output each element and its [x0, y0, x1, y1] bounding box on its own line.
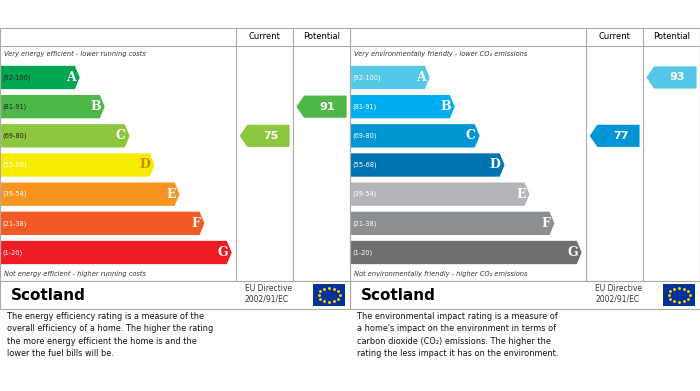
- Text: EU Directive
2002/91/EC: EU Directive 2002/91/EC: [245, 283, 292, 304]
- Polygon shape: [1, 95, 105, 118]
- Text: (92-100): (92-100): [353, 74, 382, 81]
- Polygon shape: [351, 241, 582, 264]
- Text: Very energy efficient - lower running costs: Very energy efficient - lower running co…: [4, 51, 146, 57]
- Text: Potential: Potential: [303, 32, 340, 41]
- Polygon shape: [646, 66, 696, 89]
- Text: B: B: [440, 100, 451, 113]
- Polygon shape: [1, 183, 179, 206]
- Text: E: E: [516, 188, 526, 201]
- Polygon shape: [351, 183, 529, 206]
- Text: 93: 93: [670, 72, 685, 83]
- Text: G: G: [567, 246, 577, 259]
- Text: Current: Current: [248, 32, 281, 41]
- Text: Not environmentally friendly - higher CO₂ emissions: Not environmentally friendly - higher CO…: [354, 271, 527, 277]
- Polygon shape: [1, 241, 232, 264]
- Text: (21-38): (21-38): [353, 220, 377, 226]
- Polygon shape: [239, 125, 290, 147]
- Text: D: D: [490, 158, 500, 172]
- Polygon shape: [1, 153, 155, 177]
- Text: (39-54): (39-54): [3, 191, 27, 197]
- Text: (81-91): (81-91): [353, 103, 377, 110]
- Text: EU Directive
2002/91/EC: EU Directive 2002/91/EC: [595, 283, 642, 304]
- Text: The energy efficiency rating is a measure of the
overall efficiency of a home. T: The energy efficiency rating is a measur…: [7, 312, 214, 358]
- Text: B: B: [90, 100, 101, 113]
- Bar: [314, 284, 344, 306]
- Text: A: A: [66, 71, 76, 84]
- Text: Not energy efficient - higher running costs: Not energy efficient - higher running co…: [4, 271, 146, 277]
- Text: Scotland: Scotland: [360, 287, 435, 303]
- Polygon shape: [351, 153, 505, 177]
- Text: (55-68): (55-68): [353, 162, 377, 168]
- Polygon shape: [296, 95, 346, 118]
- Text: (21-38): (21-38): [3, 220, 27, 226]
- Text: C: C: [466, 129, 476, 142]
- Polygon shape: [1, 124, 130, 147]
- Polygon shape: [589, 125, 640, 147]
- Text: Environmental Impact (CO₂) Rating: Environmental Impact (CO₂) Rating: [357, 7, 589, 20]
- Text: Current: Current: [598, 32, 631, 41]
- Polygon shape: [351, 66, 430, 89]
- Text: Scotland: Scotland: [10, 287, 85, 303]
- Text: (55-68): (55-68): [3, 162, 27, 168]
- Text: G: G: [217, 246, 228, 259]
- Polygon shape: [351, 124, 480, 147]
- Text: Potential: Potential: [653, 32, 690, 41]
- Polygon shape: [351, 212, 554, 235]
- Text: (69-80): (69-80): [353, 133, 377, 139]
- Text: (81-91): (81-91): [3, 103, 27, 110]
- Text: (1-20): (1-20): [353, 249, 373, 256]
- Text: F: F: [542, 217, 551, 230]
- Text: The environmental impact rating is a measure of
a home's impact on the environme: The environmental impact rating is a mea…: [357, 312, 559, 358]
- Text: 75: 75: [263, 131, 279, 141]
- Text: Very environmentally friendly - lower CO₂ emissions: Very environmentally friendly - lower CO…: [354, 51, 527, 57]
- Text: (92-100): (92-100): [3, 74, 31, 81]
- Text: (1-20): (1-20): [3, 249, 23, 256]
- Text: 77: 77: [612, 131, 629, 141]
- Text: E: E: [166, 188, 176, 201]
- Text: F: F: [192, 217, 201, 230]
- Text: 91: 91: [320, 102, 335, 112]
- Text: C: C: [116, 129, 126, 142]
- Text: (39-54): (39-54): [353, 191, 377, 197]
- Text: D: D: [140, 158, 150, 172]
- Polygon shape: [1, 212, 204, 235]
- Text: Energy Efficiency Rating: Energy Efficiency Rating: [7, 7, 169, 20]
- Polygon shape: [351, 95, 455, 118]
- Bar: [664, 284, 694, 306]
- Polygon shape: [1, 66, 80, 89]
- Text: A: A: [416, 71, 426, 84]
- Text: (69-80): (69-80): [3, 133, 27, 139]
